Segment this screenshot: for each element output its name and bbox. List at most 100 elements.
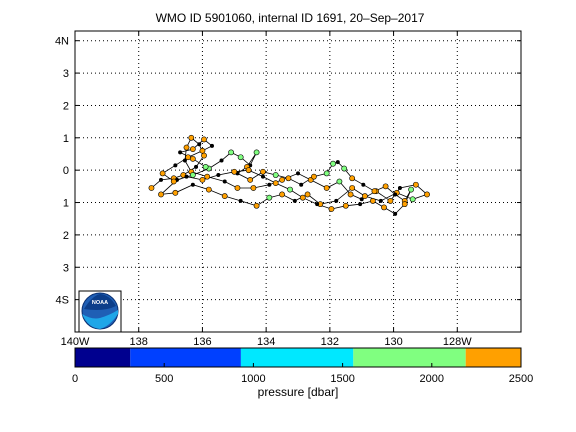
profile-point <box>245 167 252 174</box>
profile-point <box>247 176 254 183</box>
profile-point <box>158 191 164 198</box>
noaa-logo-text: NOAA <box>92 300 108 306</box>
profile-point <box>349 175 356 182</box>
plot-area: 4N 3 2 1 0 1 2 3 4S <box>55 30 522 333</box>
profile-point <box>295 171 300 176</box>
colorbar-tick-label: 2500 <box>509 373 533 385</box>
profile-point <box>159 177 164 182</box>
profile-point <box>148 185 155 191</box>
profile-point <box>204 173 211 180</box>
colorbar-tick-label: 1500 <box>330 373 354 385</box>
colorbar-band <box>130 348 241 367</box>
y-tick-label: 3 <box>63 262 69 274</box>
profile-point <box>178 150 183 155</box>
profile-point <box>237 154 244 161</box>
colorbar-label: pressure [dbar] <box>258 385 339 399</box>
colorbar-band <box>465 348 521 367</box>
profile-point <box>184 174 189 179</box>
profile-point <box>201 152 207 159</box>
colorbar-ticks: 0 500 1000 1500 2000 2500 <box>72 363 533 385</box>
profile-point <box>424 191 430 198</box>
profile-point <box>315 202 320 207</box>
profile-point <box>194 164 199 169</box>
x-tick-label: 136 <box>193 336 211 348</box>
profile-point <box>197 142 202 147</box>
profile-point <box>285 175 292 182</box>
profile-point <box>202 164 209 170</box>
profile-point <box>347 191 354 198</box>
profile-point <box>279 176 285 183</box>
profile-point <box>222 179 227 184</box>
profile-point <box>199 147 206 154</box>
colorbar-tick-label: 500 <box>155 373 173 385</box>
profile-point <box>238 198 243 203</box>
colorbar-band <box>75 348 131 367</box>
profile-point <box>216 173 221 178</box>
colorbar-band <box>353 348 466 367</box>
profile-point <box>412 181 419 188</box>
profile-point <box>231 168 238 175</box>
profile-point <box>341 165 348 172</box>
profile-point <box>182 158 187 163</box>
profile-point <box>209 143 214 148</box>
profile-point <box>253 149 260 156</box>
profile-point <box>172 189 179 196</box>
profile-point <box>361 182 366 187</box>
profile-point <box>260 174 265 179</box>
profile-point <box>409 196 416 203</box>
profile-point <box>199 176 206 183</box>
profile-point <box>189 155 196 162</box>
profile-point <box>408 186 414 193</box>
profile-point <box>205 186 212 193</box>
profile-point <box>369 198 376 204</box>
y-tick-label: 0 <box>63 165 69 177</box>
profile-point <box>335 160 340 165</box>
profile-point <box>323 185 330 191</box>
profile-point <box>359 197 364 202</box>
profile-point <box>299 182 304 187</box>
profile-point <box>190 182 195 187</box>
profile-point <box>304 191 311 198</box>
profile-point <box>170 178 177 185</box>
x-tick-label: 134 <box>257 336 275 348</box>
profile-point <box>159 170 166 177</box>
y-tick-label: 2 <box>63 230 69 242</box>
profile-point <box>378 198 383 203</box>
x-tick-label: 128W <box>443 336 472 348</box>
y-tick-label: 2 <box>63 100 69 112</box>
profile-point <box>371 188 378 195</box>
profile-point <box>201 136 207 143</box>
profile-point <box>342 202 349 209</box>
profile-point <box>328 206 335 212</box>
profile-point <box>292 198 297 203</box>
profile-point <box>173 163 178 168</box>
profile-point <box>381 204 387 211</box>
profile-point <box>189 172 196 178</box>
profile-point <box>183 144 190 151</box>
x-tick-label: 140W <box>61 336 90 348</box>
x-tick-label: 130 <box>384 336 402 348</box>
profile-point <box>219 158 224 163</box>
profile-point <box>401 201 408 208</box>
profile-point <box>266 194 273 201</box>
colorbar-band <box>240 348 354 367</box>
profile-point <box>188 134 195 141</box>
profile-point <box>330 160 336 167</box>
profile-point <box>311 173 317 180</box>
profile-point <box>358 202 363 207</box>
profile-point <box>393 192 398 197</box>
colorbar-bands <box>75 348 521 367</box>
profile-point <box>250 185 257 191</box>
noaa-logo: NOAA <box>78 290 122 333</box>
profile-point <box>272 172 279 178</box>
profile-point <box>228 149 234 156</box>
colorbar-tick-label: 1000 <box>241 373 265 385</box>
profile-point <box>279 191 285 198</box>
profile-points <box>148 134 430 216</box>
profile-point <box>221 193 228 199</box>
x-axis-ticks: 140W 138 136 134 132 130 128W <box>61 31 472 348</box>
axes-box <box>74 30 522 333</box>
profile-point <box>234 185 241 191</box>
profile-point <box>382 183 389 190</box>
